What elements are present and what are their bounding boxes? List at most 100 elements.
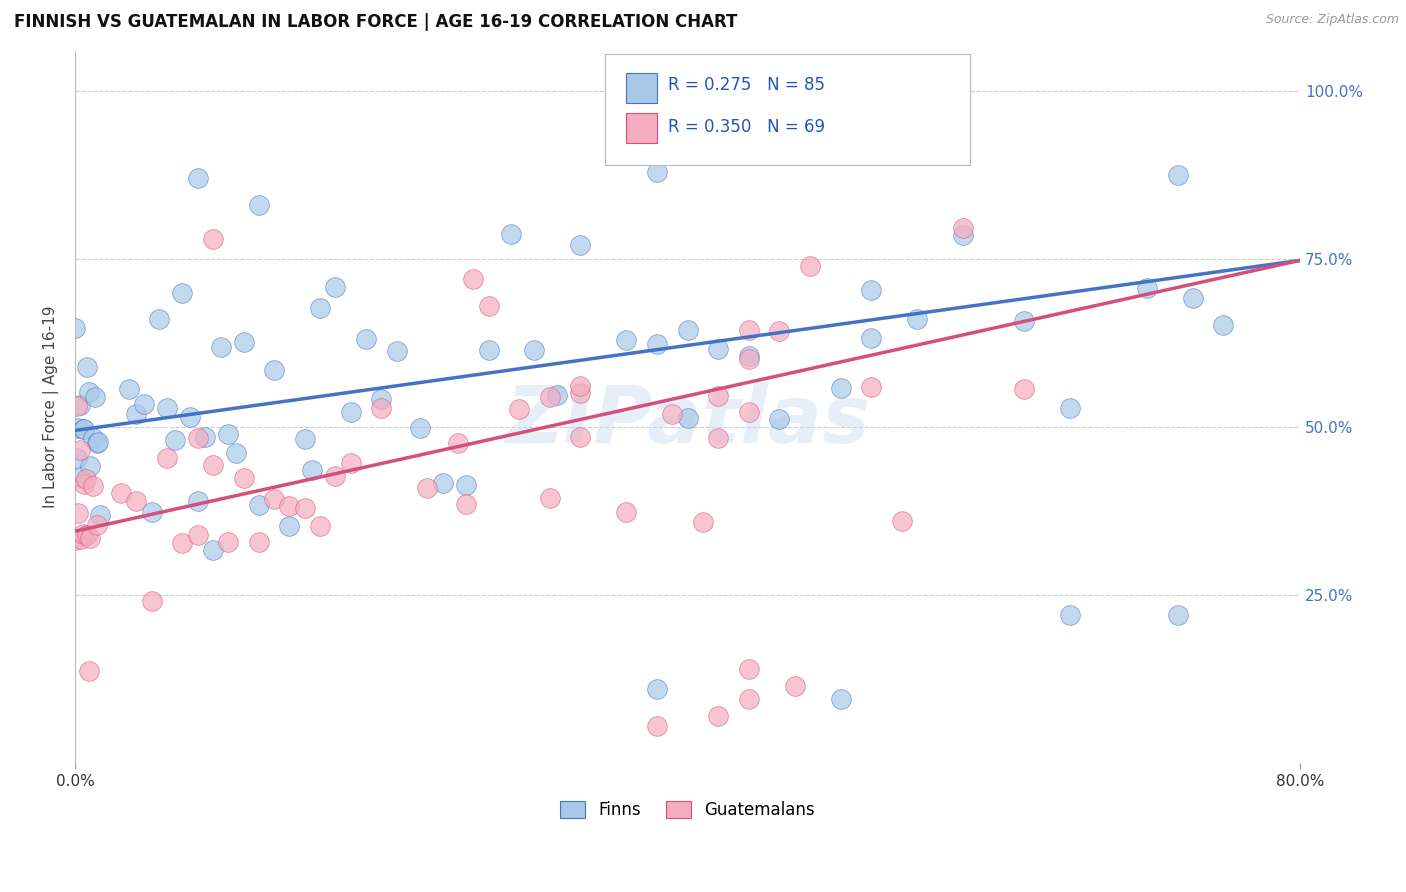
Point xyxy=(263,491,285,506)
Point xyxy=(89,508,111,522)
Point xyxy=(156,450,179,465)
Point xyxy=(408,421,430,435)
Point xyxy=(569,429,592,443)
Point xyxy=(77,665,100,679)
Point xyxy=(614,505,637,519)
Point xyxy=(187,171,209,186)
Point xyxy=(73,422,96,436)
Point xyxy=(141,505,163,519)
Point xyxy=(569,386,592,401)
Point xyxy=(201,458,224,472)
Point xyxy=(148,311,170,326)
Point xyxy=(69,442,91,457)
Point xyxy=(830,381,852,395)
Point xyxy=(309,301,332,315)
Point xyxy=(738,662,761,676)
Point xyxy=(501,227,523,241)
Point xyxy=(194,430,217,444)
Point xyxy=(67,421,90,435)
Point xyxy=(63,533,86,547)
Point xyxy=(325,280,347,294)
Point xyxy=(84,390,107,404)
Point xyxy=(72,422,94,436)
Point xyxy=(860,283,883,297)
Point xyxy=(1167,168,1189,182)
Point xyxy=(416,481,439,495)
Point xyxy=(125,408,148,422)
Point xyxy=(172,535,194,549)
Text: R = 0.350   N = 69: R = 0.350 N = 69 xyxy=(668,118,825,136)
Point xyxy=(523,343,546,358)
Point xyxy=(768,324,790,338)
Point xyxy=(538,491,561,506)
Point xyxy=(614,333,637,347)
Point xyxy=(86,518,108,533)
Point xyxy=(309,519,332,533)
Point xyxy=(952,227,974,242)
Point xyxy=(77,385,100,400)
Point xyxy=(172,285,194,300)
Point xyxy=(370,401,392,415)
Point xyxy=(65,451,87,466)
Legend: Finns, Guatemalans: Finns, Guatemalans xyxy=(554,795,821,826)
Point xyxy=(799,259,821,273)
Point xyxy=(225,446,247,460)
Point xyxy=(783,679,806,693)
Point xyxy=(232,471,254,485)
Point xyxy=(1014,314,1036,328)
Point xyxy=(301,463,323,477)
Point xyxy=(76,360,98,375)
Point xyxy=(707,342,730,356)
Point xyxy=(247,535,270,549)
Y-axis label: In Labor Force | Age 16-19: In Labor Force | Age 16-19 xyxy=(44,306,59,508)
Point xyxy=(1014,382,1036,396)
Point xyxy=(477,299,499,313)
Point xyxy=(87,434,110,449)
Point xyxy=(156,401,179,416)
Point xyxy=(354,332,377,346)
Point xyxy=(79,459,101,474)
Text: R = 0.275   N = 85: R = 0.275 N = 85 xyxy=(668,76,825,94)
Point xyxy=(179,410,201,425)
Point xyxy=(569,237,592,252)
Point xyxy=(232,335,254,350)
Point xyxy=(82,431,104,445)
Point xyxy=(263,363,285,377)
Point xyxy=(385,344,408,359)
Point xyxy=(163,433,186,447)
Point xyxy=(141,594,163,608)
Point xyxy=(132,397,155,411)
Point xyxy=(217,534,239,549)
Point xyxy=(738,323,761,337)
Point xyxy=(1059,608,1081,623)
Point xyxy=(1059,401,1081,415)
Point xyxy=(707,431,730,445)
Point xyxy=(75,472,97,486)
Point xyxy=(247,498,270,512)
Point xyxy=(890,514,912,528)
Point xyxy=(432,475,454,490)
Point xyxy=(645,164,668,178)
Point xyxy=(70,533,93,547)
Point xyxy=(75,528,97,542)
Point xyxy=(738,352,761,367)
Point xyxy=(738,349,761,363)
Point xyxy=(72,526,94,541)
Point xyxy=(294,501,316,516)
Point xyxy=(768,412,790,426)
Point xyxy=(645,719,668,733)
Point xyxy=(738,405,761,419)
Point xyxy=(860,331,883,345)
Point xyxy=(569,379,592,393)
Point xyxy=(70,470,93,484)
Point xyxy=(1181,292,1204,306)
Point xyxy=(546,388,568,402)
Point xyxy=(454,497,477,511)
Point xyxy=(82,479,104,493)
Point xyxy=(247,198,270,212)
Point xyxy=(370,392,392,406)
Point xyxy=(860,380,883,394)
Text: FINNISH VS GUATEMALAN IN LABOR FORCE | AGE 16-19 CORRELATION CHART: FINNISH VS GUATEMALAN IN LABOR FORCE | A… xyxy=(14,13,737,31)
Point xyxy=(830,692,852,706)
Point xyxy=(278,518,301,533)
